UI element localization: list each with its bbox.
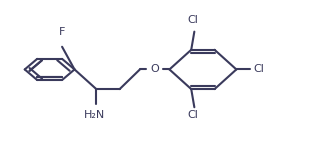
Text: Cl: Cl (187, 110, 198, 120)
Text: Cl: Cl (253, 64, 264, 74)
Text: F: F (59, 27, 65, 37)
Text: O: O (150, 64, 159, 74)
Text: H₂N: H₂N (84, 110, 106, 120)
Text: Cl: Cl (187, 14, 198, 24)
